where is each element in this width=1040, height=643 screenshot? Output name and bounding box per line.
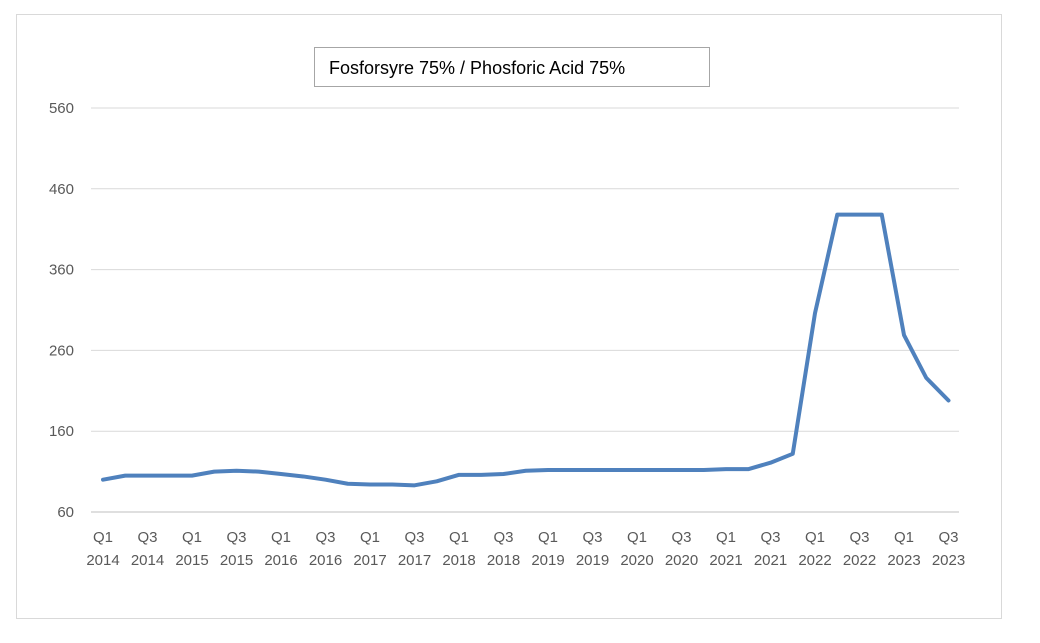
- x-tick-label: 2023: [932, 552, 965, 569]
- x-tick-label: Q1: [538, 529, 558, 546]
- y-tick-label: 160: [49, 423, 74, 440]
- chart-title-box: Fosforsyre 75% / Phosforic Acid 75%: [314, 47, 710, 87]
- x-tick-label: 2016: [309, 552, 342, 569]
- x-tick-label: Q1: [894, 529, 914, 546]
- x-tick-label: 2019: [531, 552, 564, 569]
- x-tick-label: Q1: [716, 529, 736, 546]
- x-tick-label: Q3: [671, 529, 691, 546]
- x-tick-label: 2021: [754, 552, 787, 569]
- x-tick-label: Q3: [226, 529, 246, 546]
- y-tick-label: 360: [49, 262, 74, 279]
- y-tick-label: 460: [49, 181, 74, 198]
- x-tick-label: Q1: [449, 529, 469, 546]
- x-tick-label: 2015: [175, 552, 208, 569]
- x-tick-label: Q1: [93, 529, 113, 546]
- x-tick-label: Q3: [849, 529, 869, 546]
- x-tick-label: 2019: [576, 552, 609, 569]
- x-tick-label: 2018: [442, 552, 475, 569]
- chart-frame: [16, 14, 1002, 619]
- x-tick-label: 2014: [86, 552, 119, 569]
- x-tick-label: 2015: [220, 552, 253, 569]
- x-tick-label: Q3: [760, 529, 780, 546]
- x-tick-label: Q3: [315, 529, 335, 546]
- x-tick-label: 2020: [620, 552, 653, 569]
- x-tick-label: Q3: [493, 529, 513, 546]
- x-tick-label: 2016: [264, 552, 297, 569]
- x-tick-label: 2022: [798, 552, 831, 569]
- y-tick-label: 60: [57, 504, 74, 521]
- x-tick-label: Q1: [271, 529, 291, 546]
- x-tick-label: Q3: [404, 529, 424, 546]
- x-tick-label: Q3: [582, 529, 602, 546]
- x-tick-label: 2022: [843, 552, 876, 569]
- x-tick-label: Q1: [360, 529, 380, 546]
- x-tick-label: 2017: [398, 552, 431, 569]
- x-tick-label: 2014: [131, 552, 164, 569]
- x-tick-label: Q1: [627, 529, 647, 546]
- x-tick-label: Q3: [938, 529, 958, 546]
- x-tick-label: Q1: [182, 529, 202, 546]
- x-tick-label: 2018: [487, 552, 520, 569]
- y-tick-label: 560: [49, 100, 74, 117]
- x-tick-label: 2021: [709, 552, 742, 569]
- x-tick-label: 2023: [887, 552, 920, 569]
- x-tick-label: Q3: [137, 529, 157, 546]
- x-tick-label: 2017: [353, 552, 386, 569]
- x-tick-label: 2020: [665, 552, 698, 569]
- x-tick-label: Q1: [805, 529, 825, 546]
- chart-title: Fosforsyre 75% / Phosforic Acid 75%: [329, 58, 626, 78]
- series-line: [101, 212, 951, 488]
- y-tick-label: 260: [49, 342, 74, 359]
